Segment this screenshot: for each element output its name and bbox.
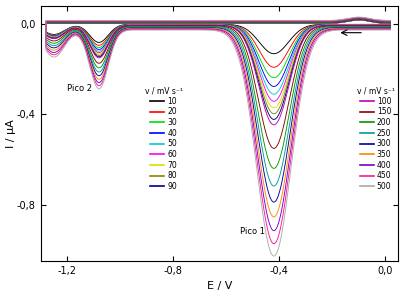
X-axis label: E / V: E / V [207, 282, 232, 291]
Text: Pico 1: Pico 1 [240, 227, 265, 236]
Legend: 100, 150, 200, 250, 300, 350, 400, 450, 500: 100, 150, 200, 250, 300, 350, 400, 450, … [357, 86, 395, 191]
Text: Pico 2: Pico 2 [67, 84, 92, 94]
Y-axis label: I / μA: I / μA [6, 119, 16, 148]
